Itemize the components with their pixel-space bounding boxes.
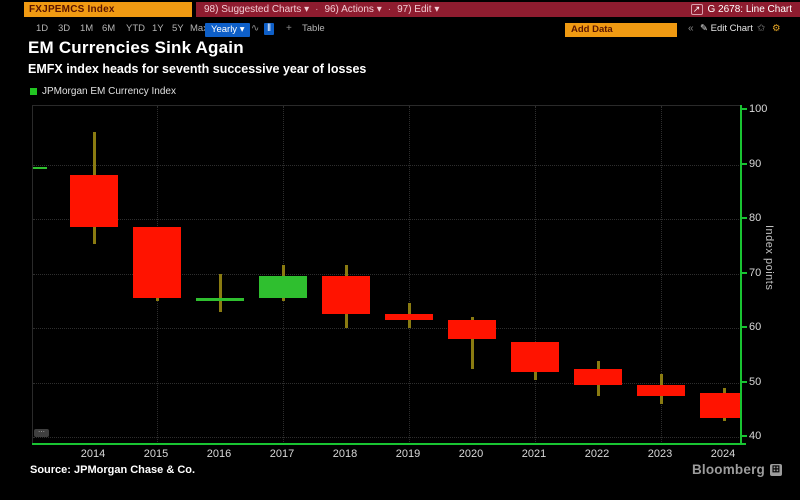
y-tick-50: [742, 380, 747, 383]
y-tick-label-100: 100: [749, 103, 768, 115]
y-tick-label-90: 90: [749, 157, 762, 170]
candle-2015[interactable]: [133, 227, 181, 299]
menu-actions[interactable]: 96) Actions ▾: [324, 4, 382, 15]
x-tick-label-2021: 2021: [521, 448, 547, 460]
candle-2014[interactable]: [70, 175, 118, 228]
period-button-3d[interactable]: 3D: [58, 23, 71, 34]
candle-wick-2020: [471, 317, 474, 369]
security-ticker-field[interactable]: FXJPEMCS Index: [24, 2, 192, 17]
period-button-1d[interactable]: 1D: [36, 23, 49, 34]
period-button-1y[interactable]: 1Y: [152, 23, 164, 34]
x-tick-label-2022: 2022: [584, 448, 610, 460]
y-tick-label-70: 70: [749, 266, 762, 279]
chevron-down-icon: ▾: [304, 4, 310, 15]
table-button[interactable]: Table: [302, 23, 325, 34]
y-axis-line: [740, 105, 742, 445]
y-tick-40: [742, 435, 747, 437]
x-tick-label-2015: 2015: [143, 448, 169, 460]
chevron-down-icon: ▾: [434, 4, 440, 15]
line-chart-type-icon[interactable]: ∿: [251, 23, 260, 34]
y-tick-70: [742, 271, 747, 274]
source-credit: Source: JPMorgan Chase & Co.: [30, 464, 196, 476]
candle-chart-type-icon[interactable]: ǁ: [264, 23, 275, 35]
chart-function-ref: G 2678: Line Chart: [707, 4, 793, 15]
y-tick-90: [742, 162, 747, 165]
add-panel-icon[interactable]: +: [286, 23, 292, 34]
gridline-x-2023: [661, 106, 662, 444]
candle-2017[interactable]: [259, 276, 307, 299]
chevron-down-icon: ▾: [239, 24, 245, 35]
candle-2020[interactable]: [448, 319, 496, 339]
y-tick-80: [742, 217, 747, 219]
candle-2021[interactable]: [511, 341, 559, 372]
candle-2016[interactable]: [196, 298, 244, 302]
gridline-x-2021: [535, 106, 536, 444]
gridline-y-90: [33, 164, 741, 166]
period-button-1m[interactable]: 1M: [80, 23, 94, 34]
favorite-star-icon[interactable]: ✩: [757, 23, 766, 34]
gridline-y-60: [33, 328, 741, 329]
y-tick-label-80: 80: [749, 212, 762, 224]
bloomberg-grid-icon: ⊞: [770, 463, 782, 476]
legend-label: JPMorgan EM Currency Index: [42, 86, 176, 97]
gridline-y-70: [33, 273, 741, 275]
x-tick-label-2023: 2023: [647, 448, 673, 460]
bloomberg-logo: Bloomberg ⊞: [692, 462, 782, 477]
x-tick-label-2019: 2019: [395, 448, 421, 460]
y-axis-title: Index points: [763, 225, 775, 291]
menu-edit[interactable]: 97) Edit ▾: [397, 4, 440, 15]
settings-gear-icon[interactable]: ⚙: [772, 23, 781, 34]
pencil-icon: ✎: [700, 23, 708, 34]
export-chart-icon[interactable]: ↗: [690, 4, 703, 15]
gridline-y-40: [33, 437, 741, 438]
x-tick-label-2018: 2018: [332, 448, 358, 460]
candle-2019[interactable]: [385, 314, 433, 320]
chart-menubar: 98) Suggested Charts ▾ · 96) Actions ▾ ·…: [196, 2, 800, 17]
candle-2024[interactable]: [700, 393, 741, 418]
x-axis-line: [32, 443, 746, 445]
bloomberg-wordmark: Bloomberg: [691, 462, 765, 477]
edit-chart-button[interactable]: ✎ Edit Chart: [700, 23, 753, 34]
toolbar-primary: FXJPEMCS Index 98) Suggested Charts ▾ · …: [0, 2, 800, 18]
candle-2022[interactable]: [574, 368, 622, 386]
x-tick-label-2020: 2020: [458, 448, 484, 460]
add-data-field[interactable]: Add Data: [565, 23, 677, 37]
legend-swatch-icon: [30, 88, 37, 95]
x-tick-label-2017: 2017: [269, 448, 295, 460]
prior-close-marker: [33, 167, 47, 170]
period-button-6m[interactable]: 6M: [102, 23, 116, 34]
gridline-y-80: [33, 219, 741, 220]
chevron-down-icon: ▾: [376, 4, 382, 15]
menu-separator: ·: [387, 4, 392, 15]
legend-item-jpmorgan-em-index[interactable]: JPMorgan EM Currency Index: [30, 86, 176, 97]
menu-suggested-charts[interactable]: 98) Suggested Charts ▾: [204, 4, 310, 15]
period-button-max[interactable]: Max: [190, 23, 208, 34]
chart-subtitle: EMFX index heads for seventh successive …: [28, 62, 367, 76]
chart-hint-badge: ⋯: [34, 429, 49, 437]
x-tick-label-2014: 2014: [80, 448, 106, 460]
chart-title: EM Currencies Sink Again: [28, 38, 244, 57]
x-tick-label-2024: 2024: [710, 448, 736, 460]
candlestick-plot-area[interactable]: ⋯: [32, 105, 741, 444]
gridline-y-50: [33, 382, 741, 384]
y-tick-label-40: 40: [749, 430, 762, 442]
y-tick-60: [742, 326, 747, 328]
candle-2023[interactable]: [637, 385, 685, 397]
menu-separator: ·: [315, 4, 319, 15]
x-tick-label-2016: 2016: [206, 448, 232, 460]
candle-wick-2016: [219, 273, 222, 312]
period-button-ytd[interactable]: YTD: [126, 23, 145, 34]
collapse-toolbar-icon[interactable]: «: [688, 23, 694, 34]
y-tick-label-60: 60: [749, 321, 762, 333]
candle-2018[interactable]: [322, 276, 370, 315]
y-tick-label-50: 50: [749, 375, 762, 388]
y-tick-100: [742, 108, 747, 110]
period-button-5y[interactable]: 5Y: [172, 23, 184, 34]
toolbar-secondary: 1D 3D 1M 6M YTD 1Y 5Y Max Yearly ▾ ∿ ǁ + Table …: [0, 21, 800, 38]
gridline-x-2019: [409, 106, 410, 444]
frequency-dropdown[interactable]: Yearly ▾: [205, 23, 251, 37]
